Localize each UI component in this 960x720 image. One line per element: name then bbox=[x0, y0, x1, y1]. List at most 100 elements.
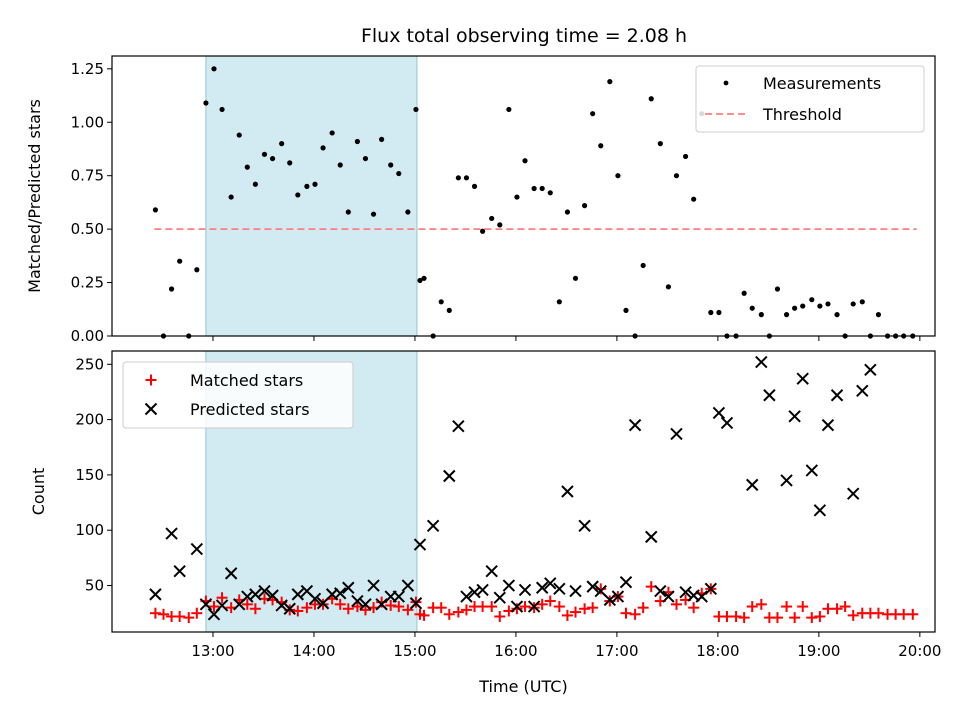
measurement-point bbox=[489, 215, 495, 222]
measurement-point bbox=[749, 305, 755, 311]
measurement-point bbox=[269, 155, 276, 162]
ratio-y-tick-label: 1.25 bbox=[71, 60, 104, 78]
predicted-star-point bbox=[518, 583, 532, 597]
predicted-star-point bbox=[351, 594, 364, 608]
measurement-point bbox=[219, 106, 225, 113]
measurement-point bbox=[817, 303, 823, 309]
measurement-point bbox=[168, 286, 175, 292]
ratio-y-tick-label: 0.75 bbox=[71, 167, 104, 185]
predicted-star-point bbox=[476, 583, 489, 597]
matched-star-point bbox=[393, 601, 405, 613]
matched-star-point bbox=[872, 607, 884, 619]
predicted-star-point bbox=[149, 588, 162, 601]
matched-star-point bbox=[797, 601, 809, 613]
measurement-point bbox=[421, 275, 427, 281]
predicted-star-point bbox=[628, 418, 642, 432]
measurement-point bbox=[295, 192, 301, 198]
matched-star-point bbox=[755, 598, 767, 610]
predicted-star-point bbox=[291, 588, 305, 601]
count-y-axis-label: Count bbox=[29, 468, 48, 516]
matched-stars-points bbox=[149, 581, 919, 624]
measurement-point bbox=[673, 173, 680, 179]
matched-star-point bbox=[587, 602, 599, 614]
measurement-point bbox=[556, 299, 562, 305]
predicted-star-point bbox=[215, 599, 229, 612]
matched-star-point bbox=[688, 602, 700, 614]
measurement-point bbox=[152, 207, 159, 213]
predicted-star-point bbox=[241, 590, 254, 603]
predicted-star-point bbox=[401, 579, 415, 592]
measurement-point bbox=[304, 183, 310, 189]
matched-star-point bbox=[486, 601, 498, 613]
matched-star-point bbox=[511, 603, 523, 615]
predicted-star-point bbox=[603, 593, 617, 607]
measurement-point bbox=[564, 209, 571, 215]
matched-star-point bbox=[907, 608, 919, 620]
measurement-point bbox=[354, 138, 360, 145]
x-tick-label: 14:00 bbox=[292, 642, 335, 660]
ratio-y-tick-label: 0.25 bbox=[71, 274, 104, 292]
measurement-point bbox=[875, 312, 882, 318]
predicted-star-point bbox=[763, 389, 776, 402]
measurement-point bbox=[388, 162, 394, 168]
matched-star-point bbox=[149, 607, 161, 619]
predicted-star-point bbox=[720, 416, 734, 430]
matched-star-point bbox=[771, 612, 783, 624]
measurement-point bbox=[792, 305, 798, 311]
measurement-point bbox=[329, 130, 335, 136]
count-y-tick-label: 100 bbox=[75, 521, 104, 539]
matched-star-point bbox=[435, 602, 447, 614]
count-y-tick-label: 150 bbox=[75, 466, 104, 484]
measurement-point bbox=[800, 303, 806, 309]
matched-star-point bbox=[831, 603, 843, 615]
predicted-star-point bbox=[578, 519, 591, 533]
legend-measurements-label: Measurements bbox=[763, 74, 881, 93]
matched-star-point bbox=[208, 601, 220, 613]
legend-threshold-label: Threshold bbox=[762, 105, 842, 124]
measurement-point bbox=[203, 100, 209, 106]
count-y-tick-label: 250 bbox=[75, 355, 104, 373]
measurement-point bbox=[623, 307, 629, 313]
measurement-point bbox=[657, 141, 663, 147]
predicted-star-point bbox=[654, 584, 667, 598]
measurement-point bbox=[506, 106, 512, 113]
measurement-point bbox=[320, 145, 326, 151]
predicted-star-point bbox=[821, 418, 835, 432]
count-x-ticks: 13:00 14:00 15:00 16:00 17:00 18:00 19:00 20:00 bbox=[191, 632, 941, 660]
ratio-y-tick-label: 0.50 bbox=[71, 220, 104, 238]
measurement-point bbox=[446, 307, 452, 313]
matched-star-point bbox=[443, 608, 455, 620]
measurement-point bbox=[514, 194, 520, 200]
legend-plus-glyph bbox=[145, 374, 157, 386]
predicted-star-point bbox=[662, 590, 675, 603]
predicted-star-point bbox=[468, 585, 481, 599]
count-legend-box bbox=[122, 361, 354, 429]
matched-star-point bbox=[385, 599, 397, 611]
predicted-star-point bbox=[342, 581, 355, 594]
matched-star-point bbox=[402, 604, 414, 616]
predicted-star-point bbox=[502, 579, 516, 592]
ratio-panel: 0.00 0.25 0.50 0.75 1.00 1.25 Matched/Predict… bbox=[25, 55, 936, 345]
matched-star-point bbox=[544, 595, 556, 607]
predicted-star-point bbox=[190, 542, 204, 556]
chart-title: Flux total observing time = 2.08 h bbox=[361, 25, 687, 47]
predicted-star-point bbox=[426, 519, 440, 533]
measurement-point bbox=[287, 160, 293, 166]
matched-star-point bbox=[806, 612, 818, 624]
predicted-star-point bbox=[443, 469, 456, 483]
legend-measurements-marker bbox=[723, 80, 729, 86]
measurement-point bbox=[471, 183, 478, 189]
matched-star-point bbox=[620, 607, 632, 619]
x-tick-label: 19:00 bbox=[797, 642, 840, 660]
legend-matched-marker bbox=[145, 374, 157, 386]
measurement-point bbox=[522, 158, 528, 164]
measurement-point bbox=[244, 164, 250, 170]
measurement-point bbox=[438, 299, 444, 305]
measurement-point bbox=[648, 96, 654, 102]
predicted-star-point bbox=[846, 487, 860, 500]
measurement-point bbox=[682, 153, 689, 160]
measurement-point bbox=[497, 222, 503, 228]
x-axis-label: Time (UTC) bbox=[478, 677, 567, 696]
measurement-point bbox=[417, 277, 423, 284]
predicted-star-point bbox=[788, 410, 801, 423]
